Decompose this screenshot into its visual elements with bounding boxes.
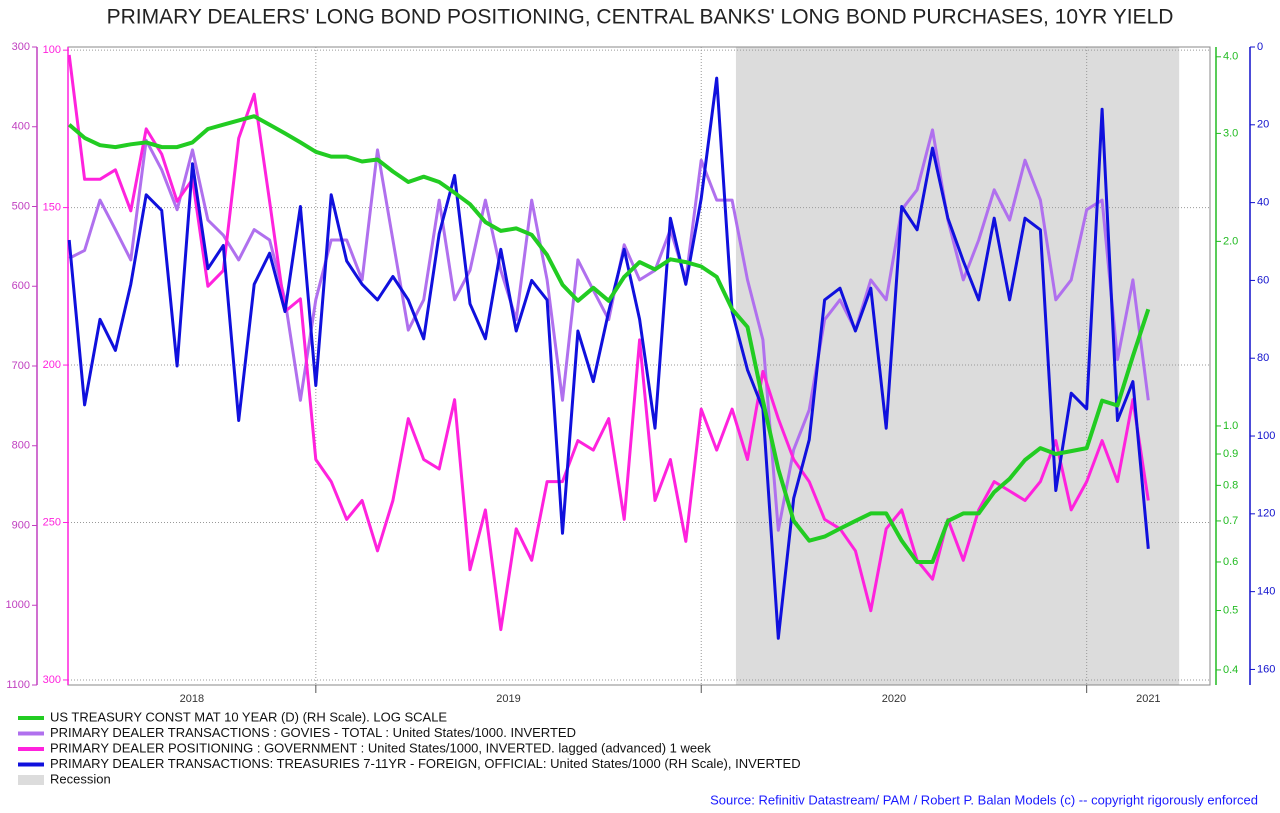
y-tick-label: 300: [12, 41, 30, 53]
y-tick-label: 160: [1257, 663, 1275, 675]
y-tick-label: 100: [43, 44, 61, 56]
y-tick-label: 0: [1257, 41, 1263, 53]
y-tick-label: 80: [1257, 352, 1269, 364]
y-tick-label: 300: [43, 674, 61, 686]
y-tick-label: 120: [1257, 508, 1275, 520]
y-tick-label: 400: [12, 121, 30, 133]
y-tick-label: 20: [1257, 119, 1269, 131]
y-tick-label: 1.0: [1223, 420, 1238, 432]
series-line: [67, 114, 1151, 564]
y-tick-label: 0.9: [1223, 448, 1238, 460]
x-tick-label: 2019: [496, 693, 520, 705]
y-tick-label: 0.7: [1223, 515, 1238, 527]
y-tick-label: 800: [12, 440, 30, 452]
y-tick-label: 100: [1257, 430, 1275, 442]
legend-label: PRIMARY DEALER TRANSACTIONS: TREASURIES …: [50, 756, 801, 771]
y-tick-label: 600: [12, 280, 30, 292]
y-tick-label: 0.5: [1223, 604, 1238, 616]
y-tick-label: 200: [43, 359, 61, 371]
y-tick-label: 2.0: [1223, 235, 1238, 247]
legend-label: US TREASURY CONST MAT 10 YEAR (D) (RH Sc…: [50, 709, 447, 724]
x-tick-label: 2020: [882, 693, 906, 705]
y-tick-label: 60: [1257, 274, 1269, 286]
recession-band: [735, 47, 1180, 685]
y-tick-label: 150: [43, 202, 61, 214]
y-tick-label: 1100: [6, 679, 30, 691]
y-tick-label: 0.4: [1223, 664, 1238, 676]
x-tick-label: 2018: [180, 693, 204, 705]
legend-swatch: [18, 775, 44, 785]
y-tick-label: 900: [12, 519, 30, 531]
y-tick-label: 500: [12, 200, 30, 212]
legend-label: Recession: [50, 771, 111, 786]
y-tick-label: 140: [1257, 586, 1275, 598]
y-tick-label: 4.0: [1223, 51, 1238, 63]
y-tick-label: 250: [43, 516, 61, 528]
y-tick-label: 0.6: [1223, 556, 1238, 568]
y-tick-label: 700: [12, 360, 30, 372]
legend-label: PRIMARY DEALER POSITIONING : GOVERNMENT …: [50, 740, 711, 755]
chart-title: PRIMARY DEALERS' LONG BOND POSITIONING, …: [107, 6, 1174, 29]
series-line: [67, 54, 1150, 632]
series-line: [67, 76, 1150, 640]
series-line: [68, 128, 1150, 532]
y-tick-label: 0.8: [1223, 479, 1238, 491]
y-tick-label: 40: [1257, 197, 1269, 209]
x-tick-label: 2021: [1136, 693, 1160, 705]
source-note: Source: Refinitiv Datastream/ PAM / Robe…: [710, 792, 1258, 807]
y-tick-label: 3.0: [1223, 127, 1238, 139]
legend-label: PRIMARY DEALER TRANSACTIONS : GOVIES - T…: [50, 725, 576, 740]
y-tick-label: 1000: [6, 599, 30, 611]
